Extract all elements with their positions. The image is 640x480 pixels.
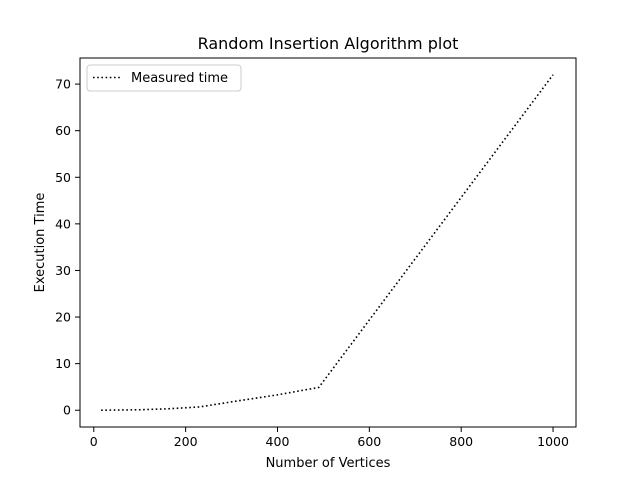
series-line-measured-time: [101, 74, 554, 412]
legend-box: [86, 64, 242, 92]
x-tick-label: 600: [357, 434, 381, 449]
y-tick-label: 70: [55, 77, 71, 92]
x-tick-label: 0: [90, 434, 98, 449]
y-axis: 0 10 20 30 40 50 60 70: [55, 77, 80, 418]
x-axis-label: Number of Vertices: [266, 456, 391, 471]
y-axis-label: Execution Time: [33, 193, 48, 293]
legend: Measured time: [86, 64, 242, 92]
y-tick-label: 60: [55, 123, 71, 138]
plot-area: [79, 57, 577, 428]
y-tick-label: 30: [55, 263, 71, 278]
legend-entry-measured-time: Measured time: [131, 71, 228, 86]
series-layer: [101, 74, 554, 412]
y-tick-label: 10: [55, 356, 71, 371]
chart-title: Random Insertion Algorithm plot: [198, 34, 459, 53]
x-tick-label: 800: [449, 434, 473, 449]
y-tick-label: 40: [55, 216, 71, 231]
y-tick-label: 20: [55, 310, 71, 325]
x-tick-label: 200: [174, 434, 198, 449]
x-axis: 0 200 400 600 800 1000: [90, 427, 569, 449]
x-tick-label: 400: [266, 434, 290, 449]
y-tick-label: 50: [55, 170, 71, 185]
x-tick-label: 1000: [537, 434, 569, 449]
y-tick-label: 0: [63, 403, 71, 418]
